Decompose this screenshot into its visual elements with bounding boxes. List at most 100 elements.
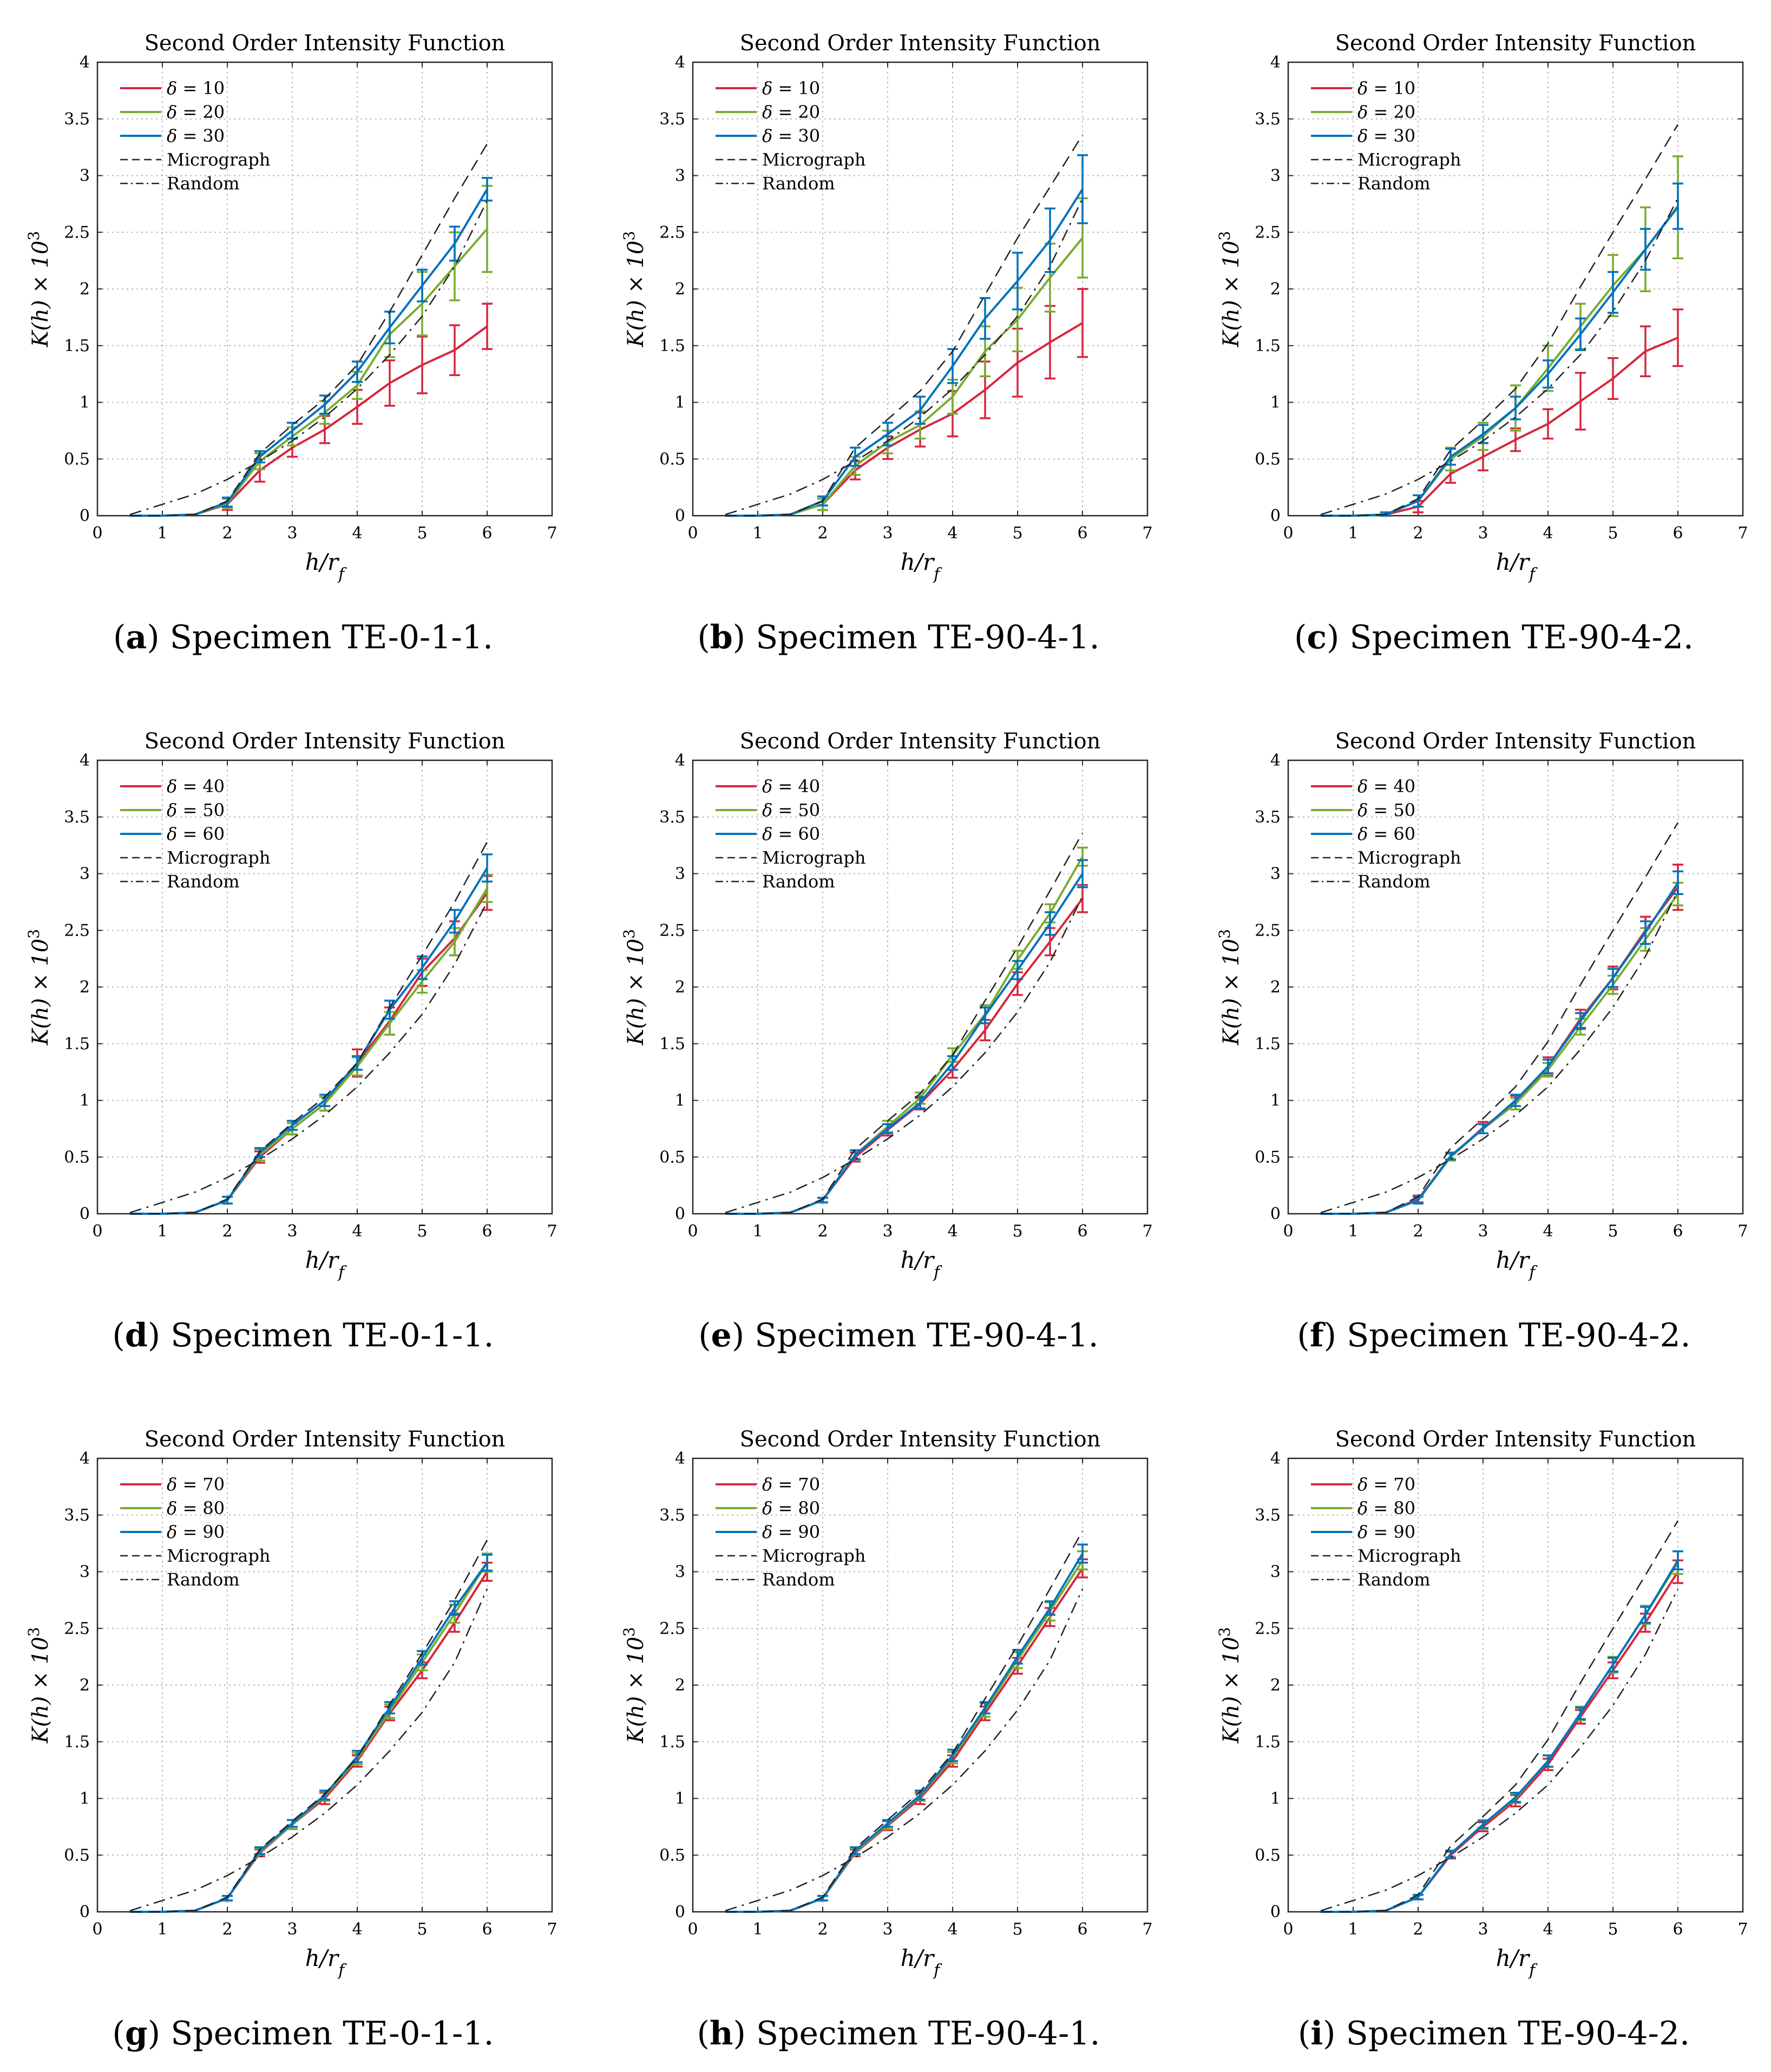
y-tick-label: 2 — [80, 978, 90, 997]
y-tick-label: 3 — [80, 167, 90, 186]
y-axis-label: K(h) × 103 — [620, 1627, 649, 1744]
x-tick-label: 5 — [417, 1920, 427, 1939]
x-tick-label: 6 — [482, 524, 492, 543]
series-line-0 — [130, 325, 488, 517]
y-tick-label: 4 — [675, 1449, 685, 1468]
x-tick-label: 7 — [1737, 1920, 1748, 1939]
y-tick-label: 4 — [675, 751, 685, 770]
y-tick-label: 2 — [1270, 978, 1281, 997]
legend-entry: Random — [167, 871, 240, 892]
panel-caption: (i) Specimen TE-90-4-2. — [1298, 2015, 1690, 2053]
x-tick-label: 2 — [1413, 1222, 1423, 1241]
series-line-2 — [130, 867, 488, 1215]
x-axis-label: h/rf — [305, 1945, 347, 1980]
x-tick-label: 4 — [947, 1222, 957, 1241]
y-tick-label: 0.5 — [1255, 450, 1281, 469]
x-tick-label: 5 — [417, 524, 427, 543]
series-line-3 — [725, 134, 1084, 517]
x-tick-label: 1 — [752, 524, 763, 543]
x-tick-label: 6 — [482, 1222, 492, 1241]
x-tick-label: 3 — [882, 524, 893, 543]
y-tick-label: 2.5 — [64, 1619, 90, 1638]
x-tick-label: 7 — [1737, 524, 1748, 543]
x-tick-label: 5 — [1012, 1222, 1022, 1241]
panel-caption: (e) Specimen TE-90-4-1. — [698, 1317, 1099, 1354]
legend-entry: δ = 40 — [167, 776, 225, 797]
x-tick-label: 4 — [947, 1920, 957, 1939]
x-tick-label: 1 — [752, 1222, 763, 1241]
x-tick-label: 0 — [92, 524, 102, 543]
legend: δ = 40 δ = 50 δ = 60 Micrograph Random — [120, 776, 270, 892]
chart-title: Second Order Intensity Function — [1335, 31, 1696, 56]
x-tick-label: 4 — [352, 1920, 362, 1939]
x-tick-label: 7 — [1142, 1920, 1152, 1939]
chart-title: Second Order Intensity Function — [145, 729, 506, 754]
y-tick-label: 3.5 — [1255, 1506, 1281, 1525]
panel-caption: (f) Specimen TE-90-4-2. — [1297, 1317, 1690, 1354]
y-tick-label: 0.5 — [1255, 1846, 1281, 1865]
y-tick-label: 1.5 — [659, 1733, 685, 1752]
chart-panel-c: 0 1 2 3 4 5 6 7 0 0.5 1 1.5 2 2.5 3 3.5 4 Second Order In… — [1216, 31, 1748, 656]
legend-entry: δ = 40 — [762, 776, 820, 797]
legend-entry: δ = 70 — [1357, 1474, 1415, 1495]
legend: δ = 70 δ = 80 δ = 90 Micrograph Random — [716, 1474, 865, 1590]
series-line-1 — [725, 1560, 1084, 1913]
y-tick-label: 0 — [675, 507, 685, 525]
chart-panel-g: 0 1 2 3 4 5 6 7 0 0.5 1 1.5 2 2.5 3 3.5 4 Second Order In… — [25, 1427, 557, 2053]
y-tick-label: 4 — [675, 53, 685, 72]
legend-entry: δ = 80 — [1357, 1498, 1415, 1518]
y-tick-label: 2 — [675, 280, 685, 299]
y-tick-label: 3 — [675, 865, 685, 884]
legend-entry: δ = 50 — [1357, 800, 1415, 820]
y-tick-label: 1.5 — [659, 337, 685, 356]
y-tick-label: 2 — [675, 978, 685, 997]
x-tick-label: 2 — [817, 1920, 828, 1939]
y-tick-label: 0.5 — [64, 450, 90, 469]
legend-entry: Random — [762, 173, 835, 194]
y-tick-label: 2 — [80, 1676, 90, 1695]
x-tick-label: 6 — [1672, 1920, 1683, 1939]
y-tick-label: 0.5 — [64, 1846, 90, 1865]
legend-entry: Random — [1357, 871, 1431, 892]
series-line-4 — [129, 200, 488, 516]
x-axis-label: h/rf — [901, 1945, 942, 1980]
series-line-1 — [1321, 893, 1679, 1215]
y-tick-label: 3.5 — [1255, 808, 1281, 827]
x-tick-label: 1 — [1348, 1222, 1358, 1241]
x-tick-label: 0 — [687, 1920, 698, 1939]
legend-entry: δ = 40 — [1357, 776, 1415, 797]
legend-entry: Micrograph — [167, 1545, 270, 1566]
legend-entry: δ = 10 — [762, 78, 820, 98]
legend-entry: δ = 20 — [762, 102, 820, 122]
chart-panel-a: 0 1 2 3 4 5 6 7 0 0.5 1 1.5 2 2.5 3 3.5 4 Second Order In… — [25, 31, 557, 656]
y-axis-label: K(h) × 103 — [25, 231, 54, 348]
y-tick-label: 1.5 — [1255, 1035, 1281, 1054]
series-line-0 — [725, 1568, 1084, 1913]
x-tick-label: 2 — [222, 1920, 232, 1939]
legend-entry: Micrograph — [762, 847, 865, 868]
x-tick-label: 3 — [1478, 1920, 1488, 1939]
x-tick-label: 2 — [817, 1222, 828, 1241]
x-tick-label: 6 — [1077, 1222, 1087, 1241]
chart-panel-e: 0 1 2 3 4 5 6 7 0 0.5 1 1.5 2 2.5 3 3.5 4 Second Order In… — [620, 729, 1153, 1354]
y-tick-label: 1.5 — [64, 1733, 90, 1752]
y-tick-label: 4 — [80, 53, 90, 72]
legend-entry: δ = 20 — [167, 102, 225, 122]
chart-panel-b: 0 1 2 3 4 5 6 7 0 0.5 1 1.5 2 2.5 3 3.5 4 Second Order In… — [620, 31, 1153, 656]
y-tick-label: 2 — [675, 1676, 685, 1695]
x-tick-label: 0 — [1283, 1920, 1293, 1939]
legend-entry: δ = 90 — [762, 1522, 820, 1542]
x-axis-label: h/rf — [1496, 1945, 1538, 1980]
x-tick-label: 6 — [1672, 1222, 1683, 1241]
legend-entry: δ = 80 — [762, 1498, 820, 1518]
legend-entry: Micrograph — [1357, 847, 1461, 868]
series-line-3 — [1321, 124, 1679, 517]
chart-panel-f: 0 1 2 3 4 5 6 7 0 0.5 1 1.5 2 2.5 3 3.5 4 Second Order In… — [1216, 729, 1748, 1354]
legend: δ = 10 δ = 20 δ = 30 Micrograph Random — [1311, 78, 1461, 194]
chart-title: Second Order Intensity Function — [740, 729, 1101, 754]
chart-title: Second Order Intensity Function — [1335, 1427, 1696, 1452]
x-tick-label: 4 — [1543, 1920, 1553, 1939]
y-tick-label: 4 — [1270, 53, 1281, 72]
legend: δ = 40 δ = 50 δ = 60 Micrograph Random — [716, 776, 865, 892]
y-axis-label: K(h) × 103 — [25, 929, 54, 1046]
